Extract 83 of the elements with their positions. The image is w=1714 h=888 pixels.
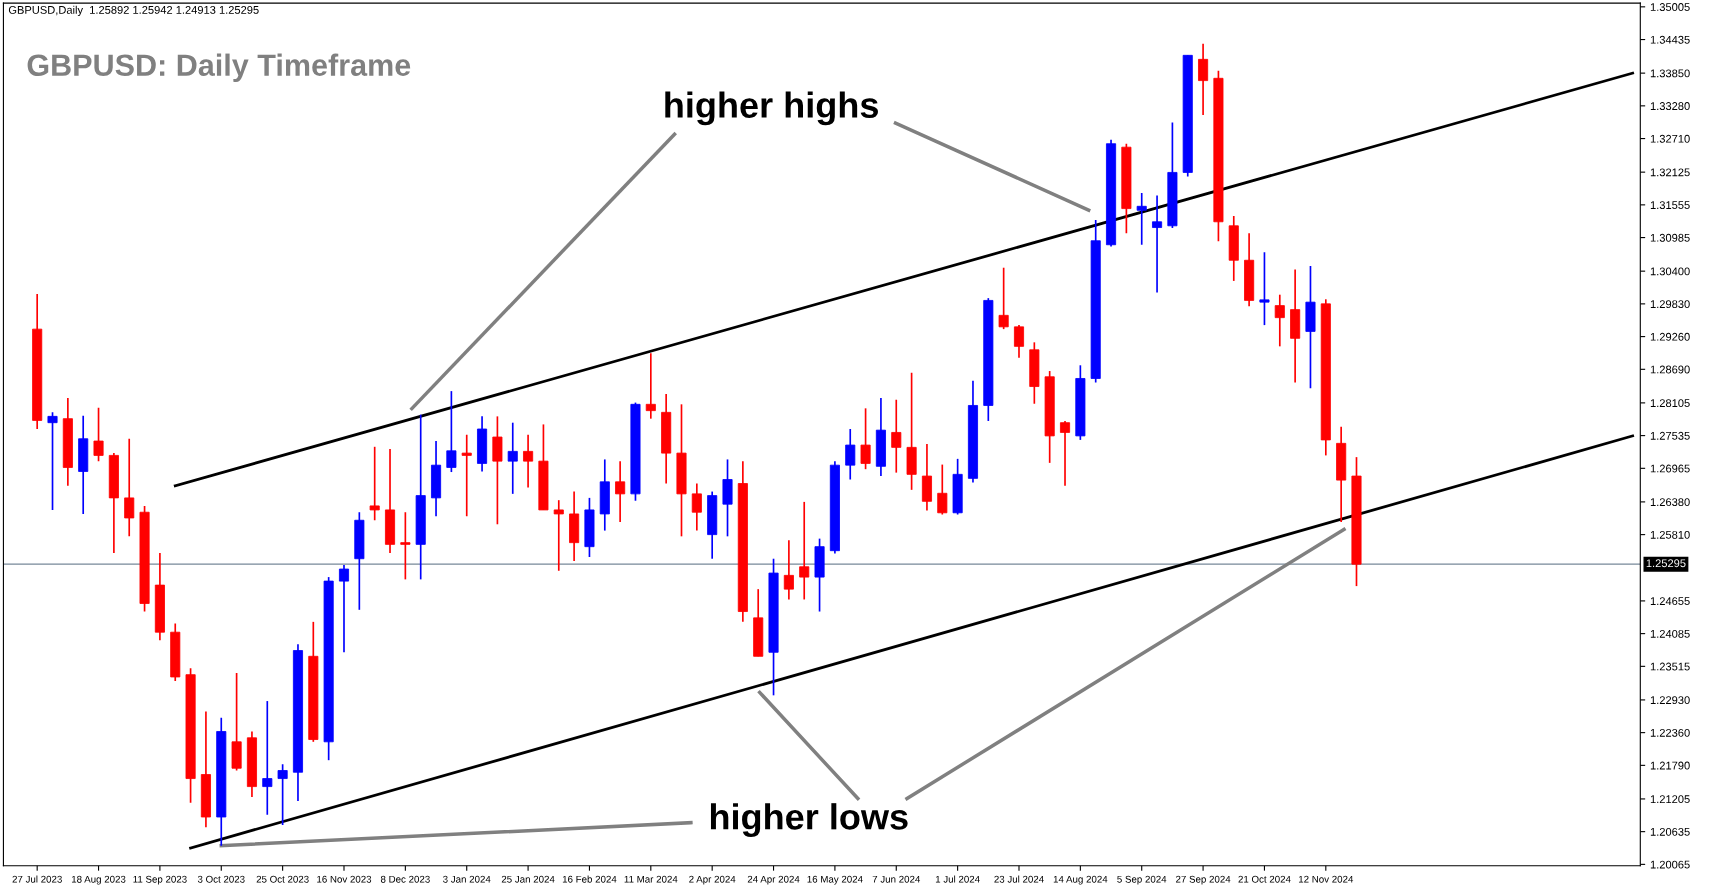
candlestick [1259,251,1270,326]
x-tick-label: 8 Dec 2023 [380,875,430,883]
x-tick-label: 16 May 2024 [807,875,863,885]
y-tick-label: 1.33850 [1650,69,1690,78]
y-tick-label: 1.33280 [1650,102,1690,110]
candlestick [277,763,288,826]
candlestick [1198,43,1209,116]
x-tick-label: 7 Jun 2024 [872,875,921,883]
x-tick-label: 24 Apr 2024 [747,875,800,885]
candlestick [860,407,871,471]
x-tick-label: 1 Jul 2024 [935,875,980,883]
y-tick-label: 1.32710 [1650,134,1690,143]
y-tick-label: 1.22930 [1650,696,1690,705]
y-tick-label: 1.29260 [1650,332,1690,341]
y-tick-label: 1.23515 [1650,662,1690,671]
candlestick [1136,192,1147,246]
y-tick-label: 1.28105 [1650,399,1690,408]
y-tick-label: 1.21205 [1650,795,1690,804]
y-tick-label: 1.26965 [1650,464,1690,473]
y-tick-label: 1.29830 [1650,300,1690,309]
x-tick-label: 25 Jan 2024 [501,875,555,883]
candlestick [845,428,856,481]
candlestick [1059,420,1071,487]
y-tick-label: 1.25810 [1650,530,1690,539]
candlestick [615,460,626,523]
y-tick-label: 1.30400 [1650,267,1690,276]
y-tick-label: 1.24085 [1650,629,1690,638]
x-tick-label: 3 Oct 2023 [197,875,245,883]
candlestick [369,445,380,522]
y-tick-label: 1.34435 [1650,35,1690,44]
ref-line-label: 1.25295 [1646,559,1686,568]
candlestick [799,501,810,601]
y-tick-label: 1.30985 [1650,233,1690,242]
y-tick-label: 1.27535 [1650,431,1690,440]
y-tick-label: 1.20065 [1650,860,1690,869]
candlestick [1152,194,1163,294]
y-tick-label: 1.26380 [1650,498,1690,507]
candlestick [461,433,472,518]
x-tick-label: 11 Mar 2024 [624,875,678,883]
x-tick-label: 16 Nov 2023 [317,875,372,883]
x-tick-label: 14 Aug 2024 [1053,875,1108,885]
y-tick-label: 1.35005 [1650,3,1690,11]
x-tick-label: 27 Jul 2023 [12,875,62,883]
candlestick [1013,324,1025,359]
candlestick [446,390,457,473]
x-tick-label: 27 Sep 2024 [1176,875,1231,885]
x-tick-label: 16 Feb 2024 [562,875,617,883]
candlestick [523,433,534,489]
x-tick-label: 23 Jul 2024 [994,875,1044,883]
x-tick-label: 11 Sep 2023 [133,875,187,885]
annotation: GBPUSD,Daily 1.25892 1.25942 1.24913 1.25295 [8,5,259,17]
candlestick [338,564,350,654]
y-tick-label: 1.21790 [1650,761,1690,770]
y-tick-label: 1.28690 [1650,365,1690,374]
x-tick-label: 25 Oct 2023 [256,875,309,883]
candlestick [1274,293,1285,348]
candlestick [47,411,58,511]
y-tick-label: 1.24655 [1650,597,1690,606]
candlestick [691,482,702,532]
y-tick-label: 1.22360 [1650,728,1690,737]
x-tick-label: 5 Sep 2024 [1117,875,1167,885]
text: GBPUSD: Daily Timeframe [27,53,411,83]
y-tick-label: 1.31555 [1650,201,1690,209]
x-tick-label: 12 Nov 2024 [1298,875,1354,883]
annotation: higher highs [665,91,878,126]
y-tick-label: 1.20635 [1650,827,1690,836]
candlestick [937,463,948,516]
candlestick [645,352,656,420]
candlestick [553,499,564,572]
x-tick-label: 21 Oct 2024 [1238,875,1291,883]
annotation: higher lows [710,803,908,837]
x-tick-label: 18 Aug 2023 [71,875,126,885]
candlestick [998,266,1009,330]
candlestick [507,421,518,495]
candlestick [124,437,135,538]
x-tick-label: 3 Jan 2024 [443,875,491,883]
y-tick-label: 1.32125 [1650,168,1690,177]
candlestick [93,406,104,462]
x-tick-label: 2 Apr 2024 [689,875,736,885]
candlestick [783,539,794,601]
candlestick [400,511,411,581]
candlestick [891,398,902,474]
candlestick [262,700,273,816]
